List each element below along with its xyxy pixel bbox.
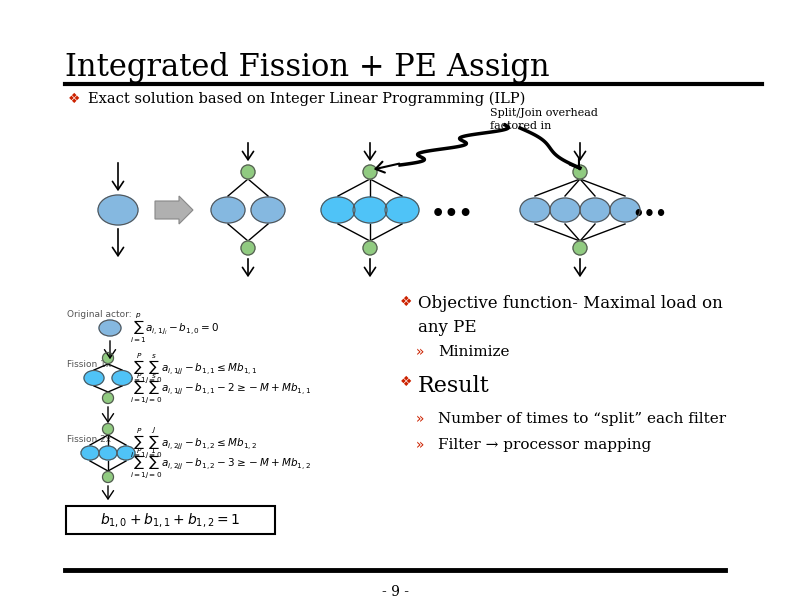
Text: Fission 2x: Fission 2x [67, 435, 111, 444]
Text: $b_{1,0} + b_{1,1} + b_{1,2} = 1$: $b_{1,0} + b_{1,1} + b_{1,2} = 1$ [100, 511, 240, 529]
Circle shape [573, 241, 587, 255]
Circle shape [102, 392, 113, 403]
Text: •••: ••• [431, 203, 474, 225]
Circle shape [363, 241, 377, 255]
FancyArrow shape [155, 196, 193, 224]
Ellipse shape [84, 370, 104, 386]
FancyBboxPatch shape [66, 506, 275, 534]
Text: $\sum_{i=1}^{P}\sum_{j=0}^{J}a_{i,2jj} - b_{1,2} \leq Mb_{1,2}$: $\sum_{i=1}^{P}\sum_{j=0}^{J}a_{i,2jj} -… [130, 425, 257, 461]
Text: Split/Join overhead
factored in: Split/Join overhead factored in [490, 108, 598, 131]
Ellipse shape [99, 446, 117, 460]
Text: ❖: ❖ [400, 295, 413, 309]
Circle shape [102, 424, 113, 435]
Ellipse shape [353, 197, 387, 223]
Circle shape [573, 165, 587, 179]
Ellipse shape [99, 320, 121, 336]
Text: •••: ••• [633, 205, 668, 223]
Circle shape [102, 471, 113, 482]
Text: Exact solution based on Integer Linear Programming (ILP): Exact solution based on Integer Linear P… [88, 92, 525, 106]
Ellipse shape [520, 198, 550, 222]
Ellipse shape [117, 446, 135, 460]
Text: $\sum_{i=1}^{P}\sum_{j=0}^{s}a_{i,1jj} - b_{1,1} - 2 \geq -M + Mb_{1,1}$: $\sum_{i=1}^{P}\sum_{j=0}^{s}a_{i,1jj} -… [130, 371, 311, 405]
Text: Original actor:: Original actor: [67, 310, 131, 319]
Ellipse shape [550, 198, 580, 222]
Text: Filter → processor mapping: Filter → processor mapping [438, 438, 651, 452]
Circle shape [363, 165, 377, 179]
Text: - 9 -: - 9 - [383, 585, 409, 599]
Text: $\sum_{i=1}^{P}\sum_{j=0}^{s}a_{i,1jj} - b_{1,1} \leq Mb_{1,1}$: $\sum_{i=1}^{P}\sum_{j=0}^{s}a_{i,1jj} -… [130, 351, 257, 385]
Text: Number of times to “split” each filter: Number of times to “split” each filter [438, 412, 726, 426]
Text: Integrated Fission + PE Assign: Integrated Fission + PE Assign [65, 52, 550, 83]
Ellipse shape [112, 370, 132, 386]
Ellipse shape [385, 197, 419, 223]
Circle shape [241, 241, 255, 255]
Ellipse shape [251, 197, 285, 223]
Text: Objective function- Maximal load on
any PE: Objective function- Maximal load on any … [418, 295, 723, 335]
Text: ❖: ❖ [68, 92, 81, 106]
Ellipse shape [610, 198, 640, 222]
Ellipse shape [98, 195, 138, 225]
Text: »: » [416, 345, 425, 359]
Ellipse shape [211, 197, 245, 223]
Circle shape [102, 353, 113, 364]
Text: $\sum_{i=1}^{p} a_{i,1j_i} - b_{1,0} = 0$: $\sum_{i=1}^{p} a_{i,1j_i} - b_{1,0} = 0… [130, 312, 219, 345]
Text: Result: Result [418, 375, 489, 397]
Ellipse shape [81, 446, 99, 460]
Ellipse shape [580, 198, 610, 222]
Ellipse shape [321, 197, 355, 223]
Text: Fission 1x: Fission 1x [67, 360, 111, 369]
Text: Minimize: Minimize [438, 345, 509, 359]
Text: $\sum_{i=1}^{P}\sum_{j=0}^{1}a_{i,2jj} - b_{1,2} - 3 \geq -M + Mb_{1,2}$: $\sum_{i=1}^{P}\sum_{j=0}^{1}a_{i,2jj} -… [130, 446, 311, 480]
Circle shape [241, 165, 255, 179]
Text: »: » [416, 438, 425, 452]
Text: »: » [416, 412, 425, 426]
Text: ❖: ❖ [400, 375, 413, 389]
